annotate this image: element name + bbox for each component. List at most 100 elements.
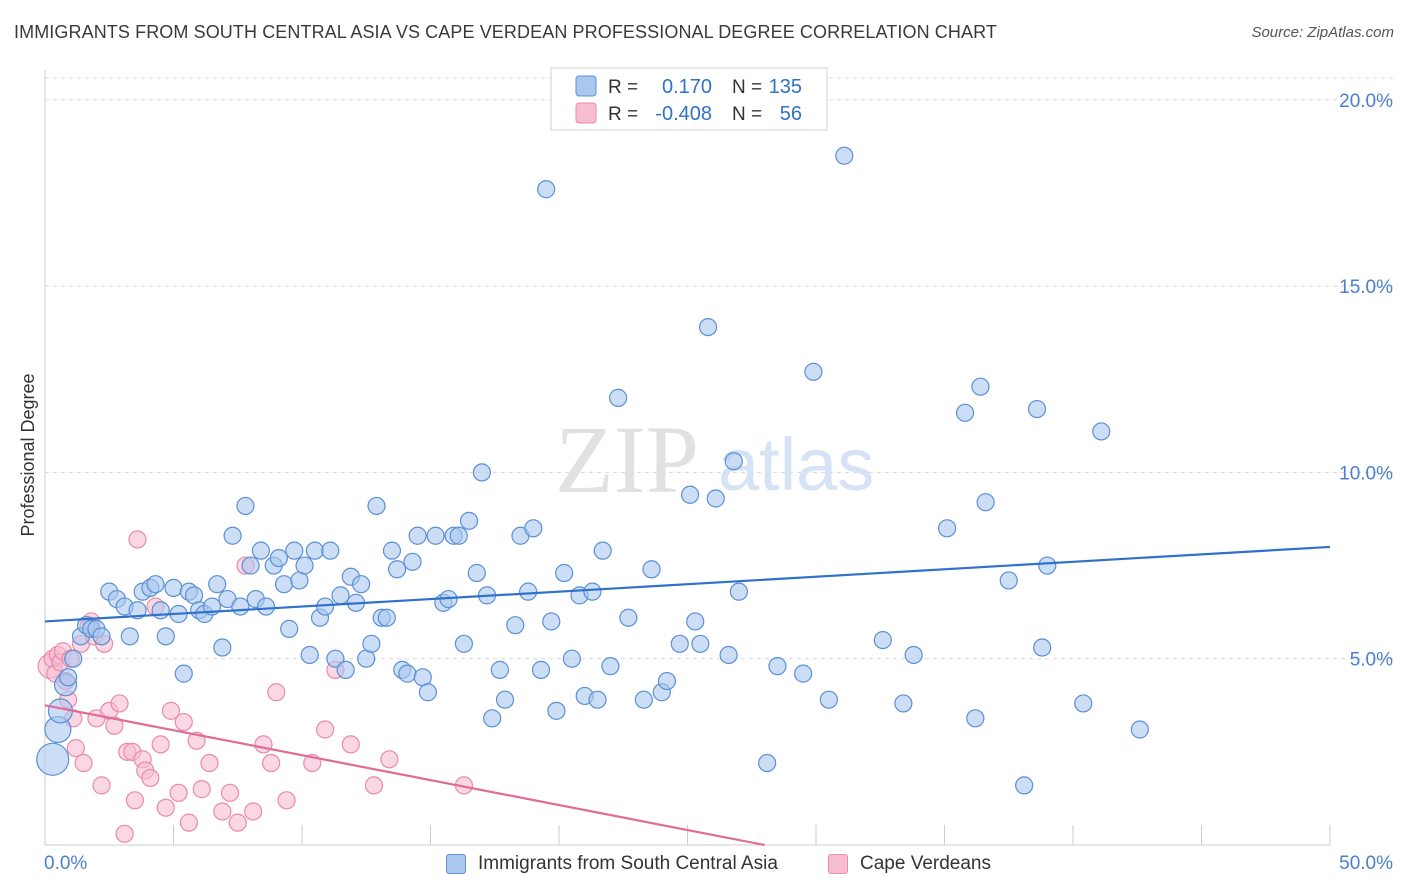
south-central-asia-point xyxy=(609,388,628,407)
legend-swatch-pink xyxy=(828,854,848,874)
y-tick-label: 5.0% xyxy=(1350,650,1393,671)
trend-line-cape-verdeans xyxy=(44,704,765,847)
cape-verdean-point xyxy=(128,530,147,549)
legend-pink-swatch xyxy=(575,102,597,124)
south-central-asia-point xyxy=(657,671,677,691)
south-central-asia-point xyxy=(241,556,260,575)
south-central-asia-point xyxy=(59,668,78,687)
south-central-asia-point xyxy=(804,362,823,381)
south-central-asia-point xyxy=(236,496,255,516)
south-central-asia-point xyxy=(894,694,913,713)
south-central-asia-point xyxy=(873,630,892,650)
south-central-asia-point xyxy=(408,526,427,545)
trend-line-south-central-asia xyxy=(44,545,1331,623)
south-central-asia-point xyxy=(321,541,340,560)
south-central-asia-point xyxy=(768,657,787,676)
south-central-asia-point xyxy=(92,627,111,646)
south-central-asia-point xyxy=(156,627,175,646)
south-central-asia-point xyxy=(1074,694,1093,713)
cape-verdean-point xyxy=(115,824,134,843)
cape-verdean-point xyxy=(228,813,247,832)
south-central-asia-point xyxy=(724,452,743,471)
cape-verdean-point xyxy=(66,739,85,758)
cape-verdean-point xyxy=(192,780,211,799)
legend-pink-n-value: 56 xyxy=(780,103,802,125)
south-central-asia-point xyxy=(976,493,995,512)
south-central-asia-point xyxy=(164,578,183,598)
south-central-asia-point xyxy=(387,560,407,579)
south-central-asia-point xyxy=(1015,776,1034,795)
cape-verdean-point xyxy=(244,802,263,821)
cape-verdean-point xyxy=(179,813,199,832)
watermark-atlas: atlas xyxy=(718,423,874,506)
y-tick-label: 10.0% xyxy=(1339,463,1393,484)
south-central-asia-point xyxy=(467,563,486,583)
south-central-asia-point xyxy=(251,541,270,560)
south-central-asia-point xyxy=(542,612,561,631)
south-central-asia-point xyxy=(231,597,250,616)
south-central-asia-point xyxy=(490,660,509,679)
south-central-asia-point xyxy=(966,709,985,728)
south-central-asia-point xyxy=(459,511,479,530)
south-central-asia-point xyxy=(483,709,502,728)
legend-label-cape-verdeans: Cape Verdeans xyxy=(860,853,991,874)
south-central-asia-point xyxy=(223,526,242,545)
cape-verdean-point xyxy=(254,735,273,754)
cape-verdean-point xyxy=(200,753,219,773)
legend-blue-n-value: 135 xyxy=(769,76,802,98)
south-central-asia-point xyxy=(531,660,551,679)
south-central-asia-point xyxy=(758,753,777,773)
cape-verdean-point xyxy=(213,802,232,821)
cape-verdean-point xyxy=(316,720,335,739)
cape-verdean-point xyxy=(174,712,193,732)
legend-pink-r-value: -0.408 xyxy=(655,103,712,125)
cape-verdean-point xyxy=(161,701,181,720)
y-tick-label: 20.0% xyxy=(1339,91,1393,112)
x-tick-label: 50.0% xyxy=(1339,853,1393,874)
cape-verdean-point xyxy=(110,694,129,713)
south-central-asia-point xyxy=(519,582,538,601)
legend-swatch-blue xyxy=(446,854,466,874)
cape-verdean-point xyxy=(141,768,160,788)
south-central-asia-point xyxy=(146,575,165,594)
watermark: ZIP atlas xyxy=(555,406,874,513)
chart-source: Source: ZipAtlas.com xyxy=(1251,24,1394,41)
south-central-asia-point xyxy=(269,549,288,568)
south-central-asia-point xyxy=(362,634,381,653)
legend-blue-r-label: R = xyxy=(608,77,638,98)
x-tick-label: 0.0% xyxy=(44,853,87,874)
south-central-asia-point xyxy=(213,638,232,657)
south-central-asia-point xyxy=(555,563,574,583)
cape-verdean-points xyxy=(37,530,474,843)
south-central-asia-point xyxy=(794,664,813,683)
y-tick-label: 15.0% xyxy=(1339,277,1393,298)
cape-verdean-point xyxy=(74,753,93,773)
legend-blue-swatch xyxy=(575,75,597,97)
south-central-asia-point xyxy=(326,649,345,668)
south-central-asia-point xyxy=(524,519,543,538)
legend-item-cape-verdeans: Cape Verdeans xyxy=(828,852,991,876)
south-central-asia-point xyxy=(1130,720,1149,739)
south-central-asia-point xyxy=(352,575,371,594)
south-central-asia-point xyxy=(120,627,139,646)
south-central-asia-points xyxy=(36,146,1149,795)
south-central-asia-point xyxy=(449,526,468,545)
cape-verdean-point xyxy=(277,791,296,810)
south-central-asia-point xyxy=(691,634,710,653)
south-central-asia-point xyxy=(583,582,602,601)
cape-verdean-point xyxy=(105,716,124,735)
south-central-asia-point xyxy=(1038,556,1057,575)
cape-verdean-point xyxy=(364,776,384,795)
south-central-asia-point xyxy=(686,612,705,631)
south-central-asia-point xyxy=(1092,422,1111,441)
south-central-asia-point xyxy=(971,377,990,396)
south-central-asia-point xyxy=(835,146,854,165)
south-central-asia-point xyxy=(367,496,386,516)
cape-verdean-point xyxy=(151,735,170,754)
chart-title: IMMIGRANTS FROM SOUTH CENTRAL ASIA VS CA… xyxy=(14,22,997,42)
cape-verdean-point xyxy=(267,683,286,702)
south-central-asia-point xyxy=(819,690,838,709)
south-central-asia-point xyxy=(706,489,725,508)
south-central-asia-point xyxy=(904,645,923,665)
south-central-asia-point xyxy=(300,645,319,665)
